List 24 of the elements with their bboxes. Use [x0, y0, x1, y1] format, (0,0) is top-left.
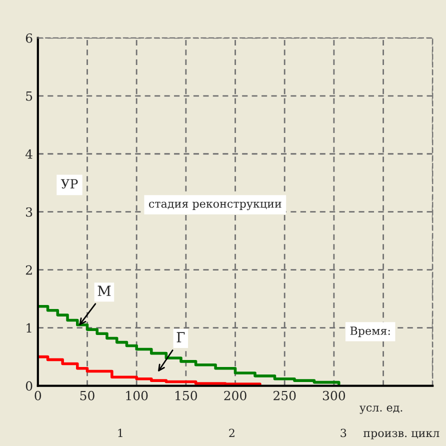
y-tick-label: 5: [26, 92, 32, 101]
text: Г: [176, 332, 185, 342]
y-tick-label: 2: [26, 265, 32, 275]
x-tick-label: 300: [322, 390, 346, 400]
x-tick-label: 150: [176, 390, 198, 400]
annotation: стадия реконструкции: [148, 202, 282, 210]
y-tick-label: 0: [26, 381, 32, 391]
y-tick-label: 1: [26, 323, 32, 333]
y-tick-label: 6: [26, 33, 32, 43]
y-axis-title: УР: [60, 179, 78, 189]
text: произв. цикл: [364, 431, 440, 440]
x-tick-label: 250: [274, 390, 296, 400]
x-tick-label: 100: [126, 390, 148, 400]
text: 1: [118, 428, 122, 437]
y-tick-label: 4: [25, 149, 32, 159]
x-tick-label: 0: [34, 390, 42, 400]
x-tick-label: 200: [224, 390, 246, 400]
x-tick-label: 50: [80, 390, 94, 400]
text: М: [98, 286, 111, 296]
text: 2: [229, 428, 234, 437]
y-tick-label: 3: [26, 207, 32, 217]
x-axis-title: усл. ед.: [360, 406, 402, 414]
text: 3: [340, 428, 346, 438]
annotation: Время:: [350, 326, 390, 338]
